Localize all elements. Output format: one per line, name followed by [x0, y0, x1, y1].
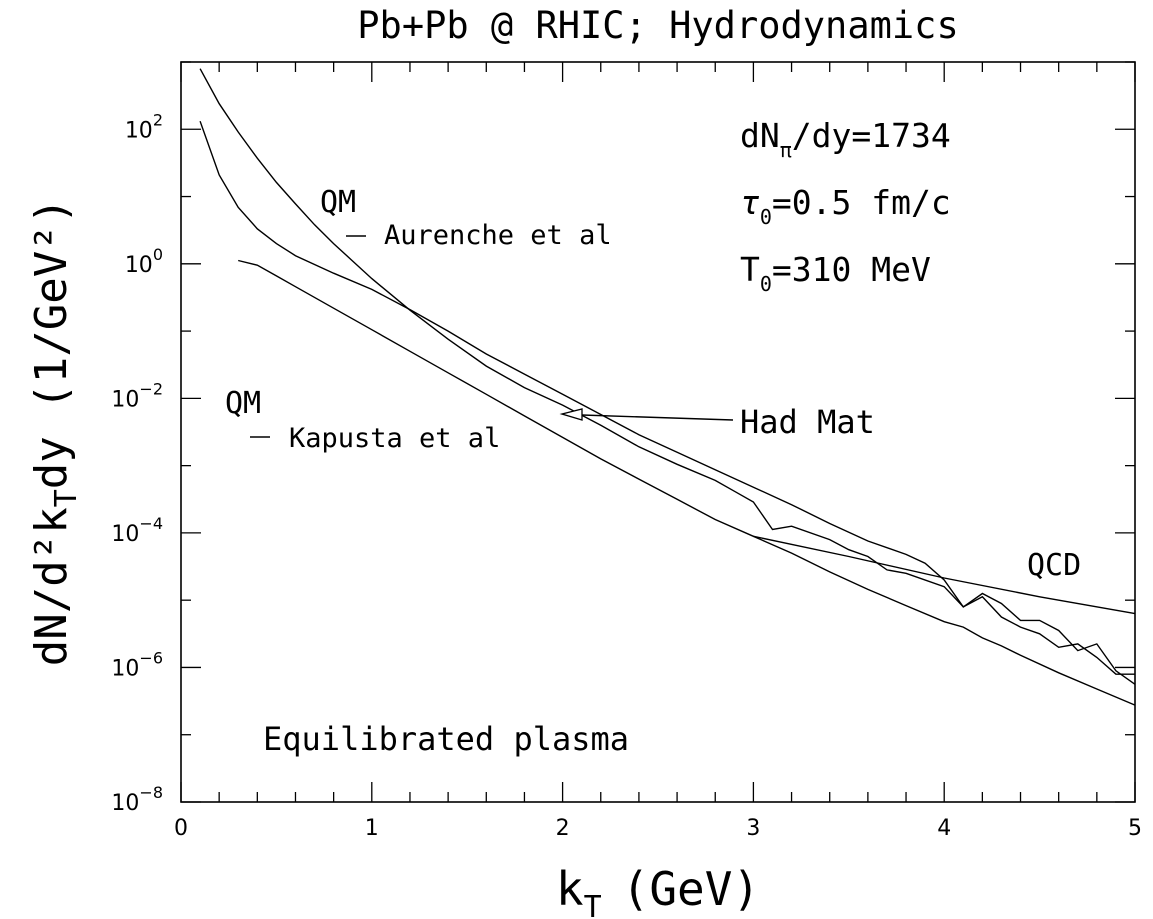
series-curve-had-mat — [238, 261, 1135, 706]
y-tick-label: 10−4 — [111, 514, 163, 547]
qm-bottom-label: QM — [225, 386, 261, 421]
qcd-label: QCD — [1027, 548, 1081, 583]
had-mat-arrow-line — [582, 415, 733, 420]
equilibrated-plasma-label: Equilibrated plasma — [263, 720, 629, 758]
x-axis-label: kT (GeV) — [556, 862, 760, 919]
y-tick-labels: 102 100 10−2 10−4 10−6 10−8 — [111, 110, 163, 816]
aurenche-label: Aurenche et al — [384, 220, 612, 251]
x-tick-label: 0 — [174, 816, 188, 841]
chart-title: Pb+Pb @ RHIC; Hydrodynamics — [357, 4, 958, 47]
x-tick-label: 5 — [1128, 816, 1142, 841]
had-mat-label: Had Mat — [740, 403, 875, 441]
series-curves — [200, 69, 1135, 705]
y-tick-label: 10−8 — [111, 783, 163, 816]
x-tick-label: 3 — [746, 816, 760, 841]
y-tick-label: 10−6 — [111, 648, 163, 681]
x-tick-label: 4 — [937, 816, 951, 841]
y-tick-label: 10−2 — [111, 379, 163, 412]
y-axis-label: dN/d²kTdy (1/GeV²) — [26, 198, 84, 666]
y-tick-label: 100 — [125, 245, 163, 278]
param-t0: T0=310 MeV — [740, 250, 931, 296]
qm-top-label: QM — [320, 185, 356, 220]
x-tick-label: 1 — [365, 816, 379, 841]
y-tick-label: 102 — [125, 110, 163, 143]
param-tau0: τ0=0.5 fm/c — [740, 183, 951, 229]
kapusta-label: Kapusta et al — [289, 423, 500, 454]
param-multiplicity: dNπ/dy=1734 — [740, 116, 951, 162]
x-tick-label: 2 — [556, 816, 570, 841]
series-curve-qm-aurenche-et-al — [200, 69, 1135, 675]
x-tick-labels: 0 1 2 3 4 5 — [174, 816, 1142, 841]
